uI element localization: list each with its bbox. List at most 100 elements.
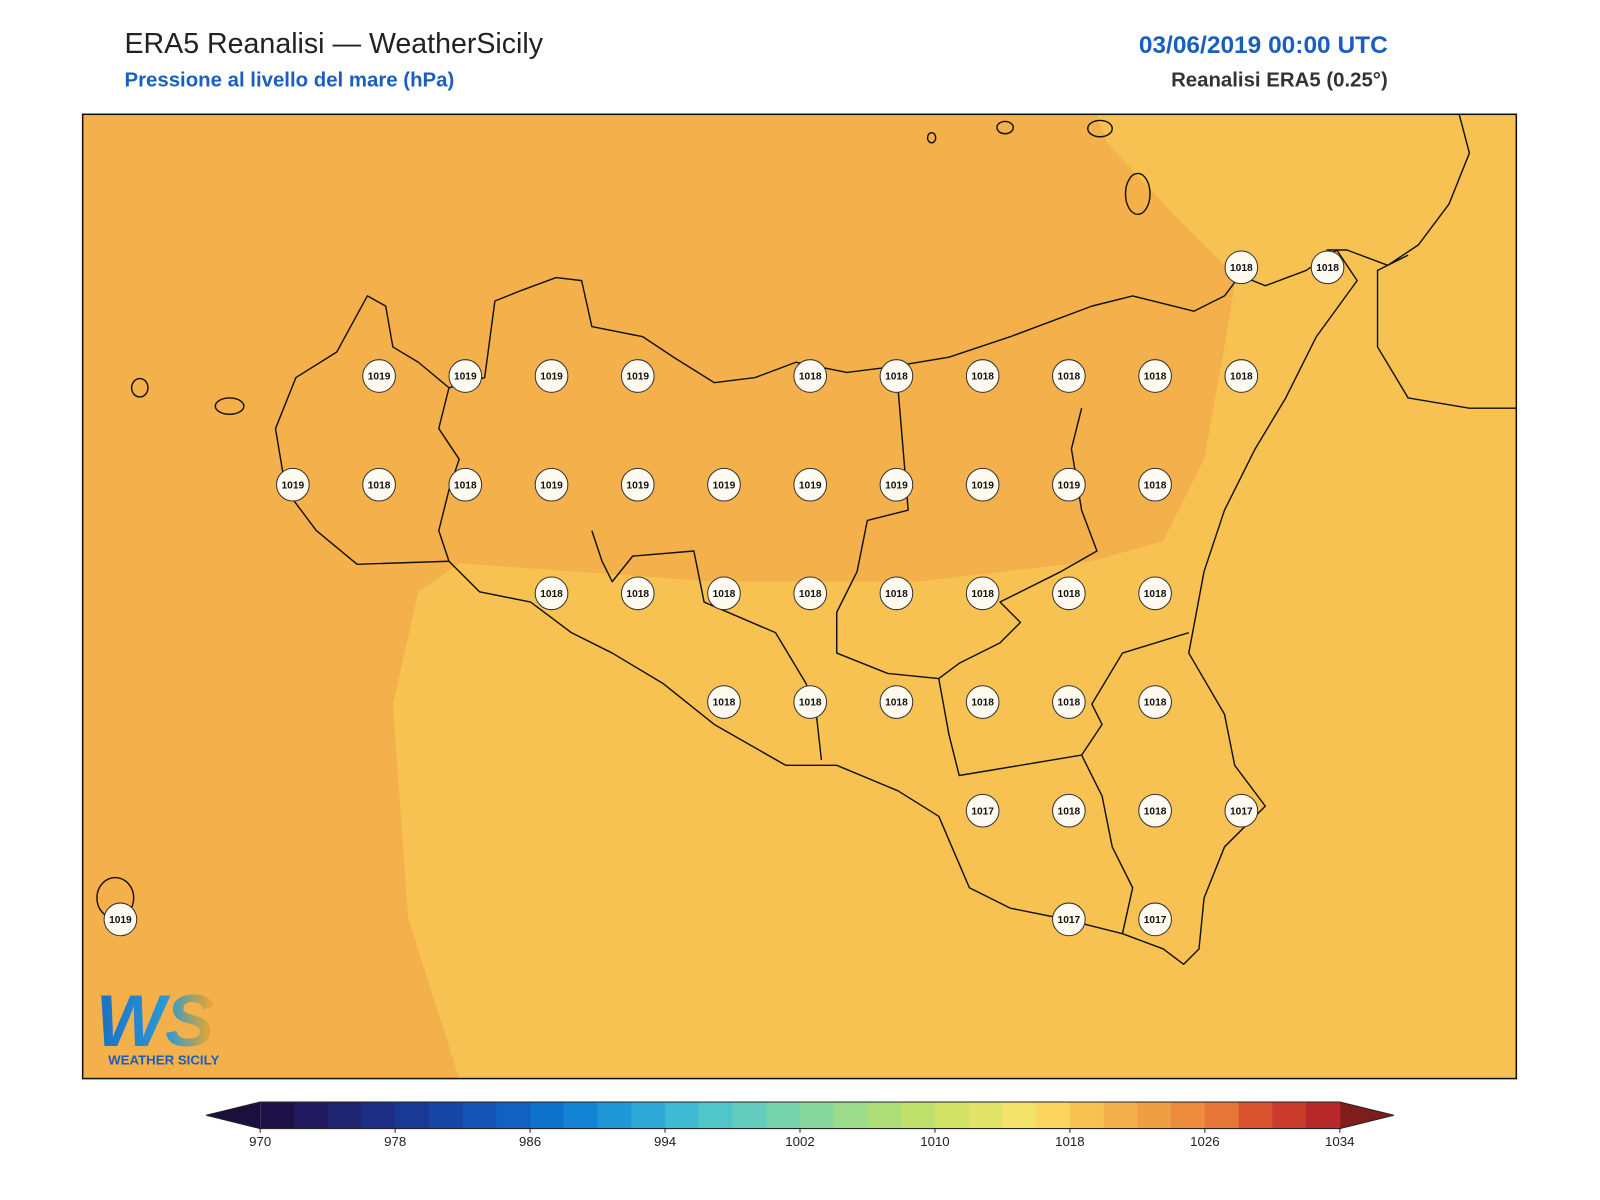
colorbar-bin — [934, 1102, 970, 1129]
colorbar-bin — [260, 1102, 295, 1129]
station-marker — [620, 576, 655, 611]
colorbar-bin — [293, 1102, 329, 1129]
title: ERA5 Reanalisi — WeatherSicily — [124, 28, 543, 60]
station-value: 1019 — [799, 480, 822, 491]
station-marker — [103, 902, 138, 937]
station-marker — [620, 359, 655, 393]
colorbar-tick-label: 970 — [249, 1134, 271, 1149]
station-value: 1019 — [626, 480, 649, 491]
station-value: 1018 — [885, 698, 908, 709]
colorbar-bin — [1069, 1102, 1105, 1129]
colorbar-bin — [698, 1102, 734, 1129]
station-value: 1019 — [885, 480, 908, 491]
colorbar-tick-label: 1018 — [1055, 1134, 1084, 1149]
station-marker — [965, 576, 1000, 611]
station-marker — [448, 467, 483, 502]
colorbar-tick-label: 986 — [519, 1134, 541, 1149]
colorbar-bin — [1204, 1102, 1240, 1129]
colorbar-bin — [530, 1102, 565, 1129]
station-value: 1019 — [109, 915, 132, 926]
logo-mark: WS — [96, 979, 214, 1062]
station-marker — [707, 467, 741, 502]
station-marker — [1138, 902, 1172, 937]
station-value: 1018 — [713, 589, 736, 600]
station-marker — [793, 685, 828, 719]
pressure-field-low — [392, 115, 1517, 1079]
station-value: 1019 — [454, 372, 477, 383]
station-value: 1018 — [885, 589, 908, 600]
island — [130, 377, 149, 398]
station-marker — [1052, 576, 1086, 611]
island — [1087, 119, 1113, 138]
station-marker — [1224, 793, 1259, 828]
station-marker — [965, 467, 1000, 502]
station-value: 1018 — [885, 372, 908, 383]
station-value: 1019 — [540, 372, 563, 383]
colorbar-bin — [361, 1102, 396, 1129]
station-value: 1019 — [540, 480, 563, 491]
station-value: 1018 — [1058, 372, 1081, 383]
colorbar: 970 978 986 994 1002 1010 1018 1026 1034 — [206, 1101, 1394, 1149]
station-marker — [1052, 685, 1086, 719]
colorbar-tick-label: 1026 — [1190, 1134, 1219, 1149]
colorbar-bin — [631, 1102, 666, 1129]
station-value: 1019 — [282, 480, 305, 491]
station-marker — [793, 576, 828, 611]
colorbar-bin — [327, 1102, 362, 1129]
station-marker — [793, 359, 828, 393]
station-value: 1018 — [799, 372, 822, 383]
colorbar-bin — [597, 1102, 632, 1129]
station-value: 1018 — [799, 589, 822, 600]
station-marker — [1224, 359, 1259, 393]
station-value: 1018 — [1144, 480, 1167, 491]
station-marker — [534, 359, 569, 393]
station-value: 1018 — [799, 698, 822, 709]
station-value: 1018 — [1230, 372, 1253, 383]
logo-text: WEATHER SICILY — [108, 1052, 219, 1067]
colorbar-bin — [462, 1102, 497, 1129]
station-marker — [534, 576, 569, 611]
colorbar-tick-label: 1010 — [920, 1134, 949, 1149]
station-value: 1018 — [1058, 806, 1081, 817]
colorbar-bin — [1171, 1102, 1206, 1129]
station-marker — [1052, 793, 1086, 828]
station-marker — [879, 359, 914, 393]
logo: WS WEATHER SICILY — [96, 979, 220, 1067]
station-marker — [1224, 250, 1259, 285]
station-marker — [965, 359, 1000, 393]
station-marker — [276, 467, 310, 502]
station-value: 1018 — [1058, 698, 1081, 709]
colorbar-bin — [665, 1102, 700, 1129]
station-value: 1017 — [971, 806, 994, 817]
station-value: 1018 — [971, 589, 994, 600]
station-marker — [879, 576, 914, 611]
colorbar-tick-label: 994 — [654, 1134, 676, 1149]
coastline-sicily — [274, 249, 1358, 965]
colorbar-tick-label: 978 — [384, 1134, 406, 1149]
station-value: 1018 — [1144, 589, 1167, 600]
colorbar-bin — [766, 1102, 801, 1129]
station-value: 1018 — [1144, 698, 1167, 709]
station-value: 1018 — [454, 480, 477, 491]
station-value: 1018 — [1144, 806, 1167, 817]
station-value: 1018 — [540, 589, 563, 600]
station-value: 1019 — [626, 372, 649, 383]
station-marker — [879, 685, 914, 719]
colorbar-bin — [1238, 1102, 1273, 1129]
colorbar-bin — [901, 1102, 936, 1129]
colorbar-bin — [1272, 1102, 1307, 1129]
station-marker — [793, 467, 828, 502]
colorbar-bin — [1137, 1102, 1172, 1129]
island — [214, 397, 245, 415]
colorbar-bin — [1036, 1102, 1071, 1129]
station-marker — [1052, 359, 1086, 393]
station-value: 1018 — [971, 372, 994, 383]
station-marker — [965, 685, 1000, 719]
station-marker — [707, 685, 741, 719]
colorbar-bin — [496, 1102, 531, 1129]
station-marker — [1138, 359, 1172, 393]
station-marker — [534, 467, 569, 502]
station-value: 1018 — [368, 480, 391, 491]
station-value: 1018 — [626, 589, 649, 600]
